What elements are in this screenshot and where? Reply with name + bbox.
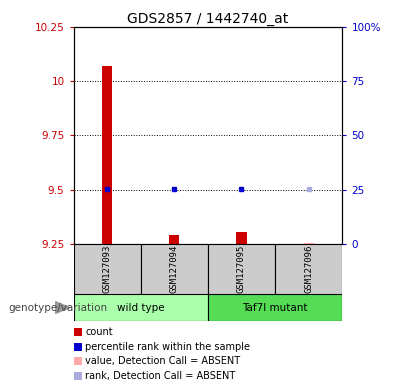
Text: value, Detection Call = ABSENT: value, Detection Call = ABSENT [85, 356, 240, 366]
Bar [141, 244, 208, 294]
Bar [74, 358, 82, 365]
Bar [304, 243, 314, 244]
Bar [74, 244, 141, 294]
Bar [74, 343, 82, 351]
Text: count: count [85, 327, 113, 337]
Text: GSM127095: GSM127095 [237, 245, 246, 293]
Text: wild type: wild type [117, 303, 165, 313]
Polygon shape [55, 302, 70, 313]
Bar [236, 232, 247, 244]
Bar [208, 294, 342, 321]
Text: GSM127093: GSM127093 [102, 245, 112, 293]
Text: Taf7l mutant: Taf7l mutant [242, 303, 308, 313]
Bar [208, 244, 275, 294]
Bar [74, 328, 82, 336]
Bar [102, 66, 112, 244]
Text: GSM127094: GSM127094 [170, 245, 179, 293]
Text: GSM127096: GSM127096 [304, 245, 313, 293]
Bar [74, 372, 82, 380]
Bar [169, 235, 179, 244]
Bar [74, 294, 208, 321]
Text: genotype/variation: genotype/variation [8, 303, 108, 313]
Bar [275, 244, 342, 294]
Title: GDS2857 / 1442740_at: GDS2857 / 1442740_at [127, 12, 289, 26]
Text: rank, Detection Call = ABSENT: rank, Detection Call = ABSENT [85, 371, 236, 381]
Text: percentile rank within the sample: percentile rank within the sample [85, 342, 250, 352]
